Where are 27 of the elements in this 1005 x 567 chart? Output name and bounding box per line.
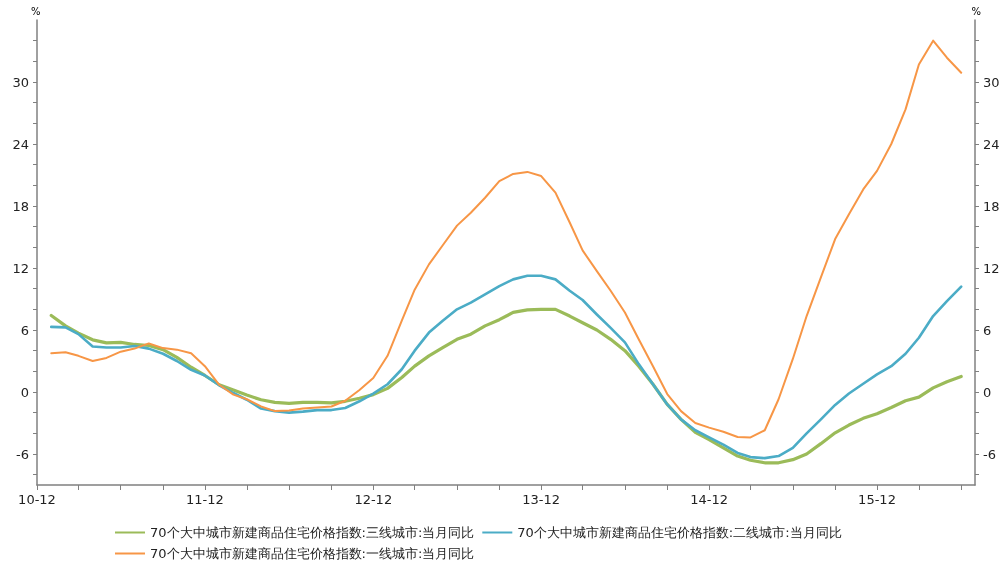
y2-tick-label: 6 <box>983 322 992 338</box>
x-tick-label: 15-12 <box>858 492 896 507</box>
x-tick-label: 11-12 <box>186 492 224 507</box>
legend-label: 70个大中城市新建商品住宅价格指数:三线城市:当月同比 <box>150 525 475 540</box>
y2-tick-label: 24 <box>983 136 1000 152</box>
y2-axis-title: % <box>971 5 981 17</box>
y2-tick-label: 0 <box>983 384 992 400</box>
legend-label: 70个大中城市新建商品住宅价格指数:二线城市:当月同比 <box>517 525 842 540</box>
x-tick-label: 14-12 <box>690 492 728 507</box>
line-series <box>50 39 963 439</box>
y-tick-label: 18 <box>12 198 29 214</box>
x-tick-label: 13-12 <box>522 492 561 507</box>
line-series <box>49 274 963 460</box>
y-tick-label: -6 <box>16 446 29 462</box>
y-tick-label: 6 <box>20 322 29 338</box>
x-tick-label: 12-12 <box>354 492 393 507</box>
x-tick-label: 10-12 <box>18 492 56 507</box>
y-axis-title: % <box>31 5 41 17</box>
legend-label: 70个大中城市新建商品住宅价格指数:一线城市:当月同比 <box>150 546 475 561</box>
y2-tick-label: 30 <box>983 74 1000 90</box>
y-tick-label: 0 <box>20 384 29 400</box>
y-tick-label: 12 <box>12 260 29 276</box>
y-tick-label: 30 <box>12 74 29 90</box>
y2-tick-label: 18 <box>983 198 1000 214</box>
y-tick-label: 24 <box>12 136 29 152</box>
y2-tick-label: -6 <box>983 446 996 462</box>
y2-tick-label: 12 <box>983 260 1000 276</box>
